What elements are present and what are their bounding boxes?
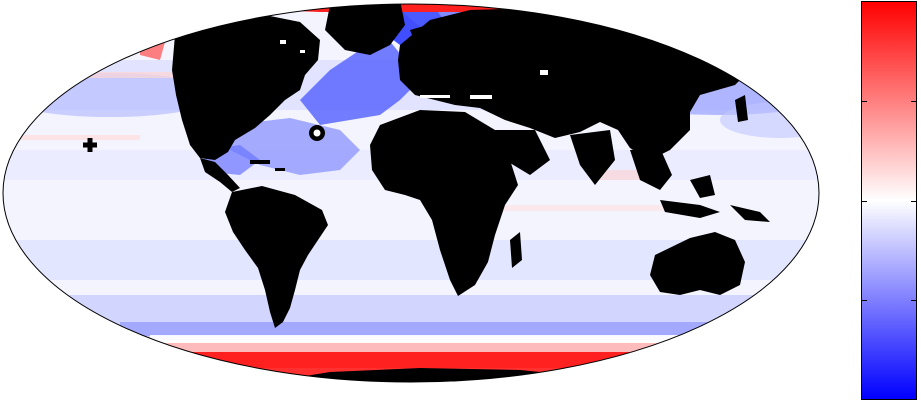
colorbar-tick bbox=[861, 101, 867, 102]
colorbar-tick bbox=[861, 300, 867, 301]
colorbar-gradient bbox=[862, 2, 916, 399]
circle-marker bbox=[309, 125, 325, 141]
land-detail-layer bbox=[280, 40, 548, 99]
colorbar-tick bbox=[911, 300, 917, 301]
plus-marker bbox=[83, 138, 97, 152]
colorbar-tick bbox=[911, 201, 917, 202]
globe-outline bbox=[2, 3, 820, 383]
colorbar bbox=[861, 1, 917, 400]
land-layer bbox=[172, 4, 792, 382]
colorbar-tick bbox=[861, 201, 867, 202]
colorbar-tick bbox=[911, 101, 917, 102]
